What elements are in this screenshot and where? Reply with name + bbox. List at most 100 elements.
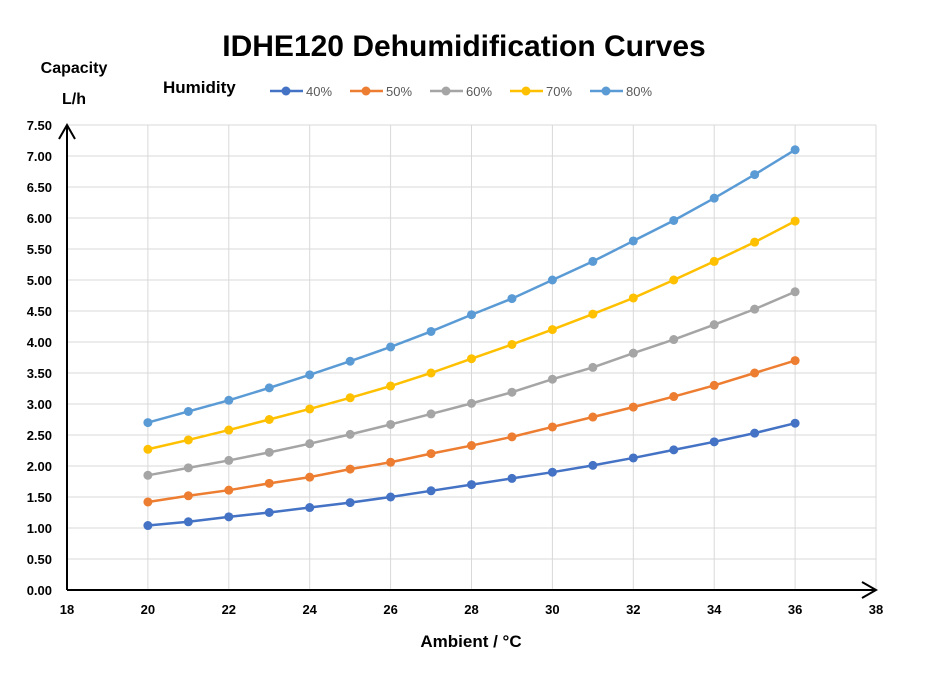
x-tick-label: 36 — [788, 602, 802, 617]
x-axis-label: Ambient / °C — [420, 632, 521, 651]
series-70pct — [143, 216, 800, 454]
data-point — [467, 441, 476, 451]
y-tick-label: 2.50 — [27, 428, 52, 443]
legend-label: 70% — [546, 84, 572, 99]
data-point — [628, 293, 638, 303]
data-point — [386, 457, 396, 467]
data-point — [588, 256, 598, 266]
data-point — [183, 517, 193, 527]
data-point — [507, 339, 517, 349]
legend-item: 50% — [350, 84, 412, 99]
data-point — [750, 170, 760, 180]
data-point — [345, 498, 355, 508]
data-point — [264, 508, 274, 517]
data-point — [345, 356, 355, 366]
legend-item: 40% — [270, 84, 332, 99]
data-point — [547, 374, 557, 384]
y-tick-labels: 0.00 0.50 1.00 1.50 2.00 2.50 3.00 3.50 4.00 4.50… — [27, 118, 52, 598]
data-point — [386, 492, 396, 502]
data-point — [345, 393, 355, 403]
data-point — [790, 418, 800, 428]
data-point — [305, 439, 315, 449]
data-point — [264, 478, 274, 488]
y-tick-label: 1.00 — [27, 521, 52, 536]
x-tick-label: 22 — [222, 602, 236, 617]
series-40pct — [143, 418, 800, 531]
data-point — [790, 287, 800, 297]
legend-label: 40% — [306, 84, 332, 99]
series-50pct — [143, 356, 800, 507]
data-point — [305, 404, 315, 414]
data-point — [224, 512, 234, 522]
x-tick-label: 24 — [302, 602, 317, 617]
data-point — [628, 236, 638, 246]
data-point — [547, 325, 557, 335]
y-tick-label: 3.50 — [27, 366, 52, 381]
x-tick-label: 34 — [707, 602, 722, 617]
data-point — [628, 453, 638, 463]
data-point — [588, 309, 598, 319]
data-point — [426, 449, 436, 459]
data-point — [507, 432, 517, 442]
data-point — [264, 415, 274, 424]
x-tick-label: 20 — [141, 602, 155, 617]
y-tick-label: 7.50 — [27, 118, 52, 133]
legend-item: 70% — [510, 84, 572, 99]
data-point — [386, 381, 396, 391]
legend-dot-marker-icon — [361, 86, 371, 96]
data-point — [588, 460, 598, 470]
y-tick-label: 5.50 — [27, 242, 52, 257]
data-point — [143, 497, 153, 507]
data-point — [547, 467, 557, 477]
data-point — [305, 472, 315, 482]
data-point — [143, 521, 153, 531]
y-tick-label: 0.50 — [27, 552, 52, 567]
legend-dot-marker-icon — [441, 86, 451, 96]
data-point — [426, 326, 436, 336]
y-axis-label-line-1: Capacity — [41, 60, 108, 77]
y-tick-label: 6.50 — [27, 180, 52, 195]
y-tick-label: 6.00 — [27, 211, 52, 226]
legend-dot-marker-icon — [521, 86, 531, 96]
data-point — [264, 383, 274, 393]
series-60pct — [143, 287, 800, 480]
legend-label: 50% — [386, 84, 412, 99]
data-point — [507, 387, 517, 397]
x-tick-label: 18 — [60, 602, 74, 617]
legend: 40% 50% 60% 70% 80% — [270, 84, 652, 99]
data-point — [547, 275, 557, 285]
legend-label: 60% — [466, 84, 492, 99]
data-point — [183, 435, 193, 445]
data-point — [709, 380, 719, 390]
data-point — [143, 418, 153, 428]
data-point — [305, 503, 315, 513]
series-80pct — [143, 145, 800, 428]
data-point — [790, 356, 800, 366]
data-point — [547, 422, 557, 432]
data-point — [709, 437, 719, 447]
data-point — [790, 216, 800, 226]
x-axis-arrow-icon — [861, 581, 879, 599]
data-point — [628, 348, 638, 358]
data-point — [709, 193, 719, 203]
x-tick-label: 28 — [464, 602, 478, 617]
legend-item: 80% — [590, 84, 652, 99]
data-point — [386, 342, 396, 352]
x-tick-labels: 18 20 22 24 26 28 30 32 34 36 38 — [60, 602, 883, 617]
y-tick-label: 0.00 — [27, 583, 52, 598]
data-point — [628, 402, 638, 412]
data-point — [426, 368, 436, 378]
data-point — [183, 406, 193, 416]
y-axis-arrow-icon — [58, 122, 76, 140]
y-tick-label: 3.00 — [27, 397, 52, 412]
data-point — [467, 310, 476, 320]
data-point — [669, 445, 679, 455]
data-point — [305, 370, 315, 380]
series-group — [143, 145, 800, 531]
data-point — [224, 485, 234, 495]
data-point — [588, 362, 598, 372]
data-point — [224, 455, 234, 465]
x-tick-label: 38 — [869, 602, 883, 617]
data-point — [183, 463, 193, 473]
